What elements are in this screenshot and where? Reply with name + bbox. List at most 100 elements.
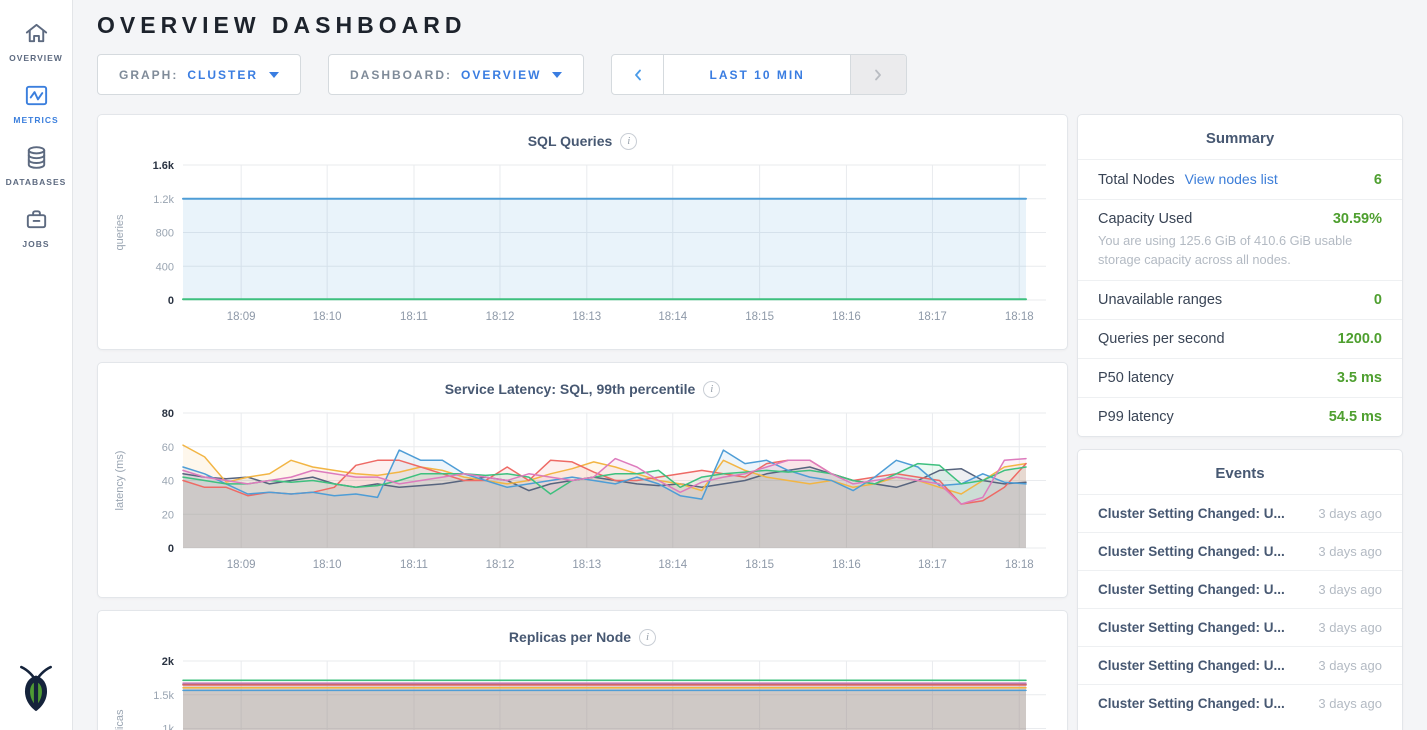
chart-title: Replicas per Node bbox=[508, 629, 632, 645]
page-title: OVERVIEW DASHBOARD bbox=[97, 12, 467, 38]
event-row: Cluster Setting Changed: U... 3 days ago bbox=[1078, 494, 1402, 532]
replicas-per-node-panel: Replicas per Node i 2k1.5k1k500018:0918:… bbox=[97, 610, 1068, 730]
event-text: Cluster Setting Changed: U... bbox=[1098, 658, 1285, 674]
chart-header: Replicas per Node i bbox=[98, 611, 1067, 647]
time-range-next-button[interactable] bbox=[849, 55, 906, 94]
sidebar-item-overview[interactable]: OVERVIEW bbox=[0, 14, 72, 76]
svg-text:18:18: 18:18 bbox=[1004, 311, 1033, 323]
chart-title: SQL Queries bbox=[527, 133, 613, 149]
svg-text:400: 400 bbox=[155, 261, 173, 273]
svg-text:18:12: 18:12 bbox=[485, 559, 514, 571]
svg-text:0: 0 bbox=[167, 295, 173, 307]
databases-icon bbox=[23, 144, 50, 171]
sidebar: OVERVIEW METRICS DATABASES bbox=[0, 0, 73, 730]
svg-text:18:18: 18:18 bbox=[1004, 559, 1033, 571]
svg-text:latency (ms): latency (ms) bbox=[114, 451, 126, 511]
time-range-prev-button[interactable] bbox=[612, 55, 665, 94]
svg-text:18:13: 18:13 bbox=[572, 559, 601, 571]
info-icon[interactable]: i bbox=[703, 380, 721, 398]
graph-dropdown-value: CLUSTER bbox=[187, 67, 259, 82]
event-row: Cluster Setting Changed: U... 3 days ago bbox=[1078, 608, 1402, 646]
sidebar-item-jobs[interactable]: JOBS bbox=[0, 200, 72, 262]
svg-text:18:16: 18:16 bbox=[832, 311, 861, 323]
time-range-selector: LAST 10 MIN bbox=[611, 54, 907, 95]
svg-text:replicas: replicas bbox=[114, 709, 126, 730]
svg-text:18:14: 18:14 bbox=[658, 311, 687, 323]
capacity-used-note: You are using 125.6 GiB of 410.6 GiB usa… bbox=[1098, 233, 1353, 267]
jobs-icon bbox=[23, 206, 50, 233]
p50-latency-value: 3.5 ms bbox=[1336, 370, 1382, 387]
info-icon[interactable]: i bbox=[620, 132, 638, 150]
event-time: 3 days ago bbox=[1318, 544, 1382, 560]
svg-text:18:15: 18:15 bbox=[745, 311, 774, 323]
svg-text:1k: 1k bbox=[162, 724, 174, 730]
svg-text:18:13: 18:13 bbox=[572, 311, 601, 323]
chart-header: Service Latency: SQL, 99th percentile i bbox=[98, 363, 1067, 399]
replicas-per-node-chart[interactable]: 2k1.5k1k500018:0918:1018:1118:1218:1318:… bbox=[108, 651, 1058, 730]
svg-text:18:15: 18:15 bbox=[745, 559, 774, 571]
sidebar-item-label: OVERVIEW bbox=[9, 53, 63, 63]
summary-row-p50: P50 latency 3.5 ms bbox=[1078, 358, 1402, 397]
events-panel: Events Cluster Setting Changed: U... 3 d… bbox=[1077, 449, 1403, 730]
time-range-label[interactable]: LAST 10 MIN bbox=[709, 67, 805, 82]
home-icon bbox=[23, 20, 50, 47]
summary-row-total-nodes: Total Nodes View nodes list 6 bbox=[1078, 159, 1402, 199]
dashboard-dropdown-value: OVERVIEW bbox=[461, 67, 542, 82]
svg-text:0: 0 bbox=[167, 543, 173, 555]
svg-text:18:11: 18:11 bbox=[400, 311, 428, 323]
sidebar-item-label: METRICS bbox=[13, 115, 59, 125]
sidebar-item-databases[interactable]: DATABASES bbox=[0, 138, 72, 200]
event-time: 3 days ago bbox=[1318, 658, 1382, 674]
summary-title: Summary bbox=[1205, 130, 1275, 147]
svg-text:20: 20 bbox=[161, 509, 173, 521]
sidebar-item-metrics[interactable]: METRICS bbox=[0, 76, 72, 138]
chart-title: Service Latency: SQL, 99th percentile bbox=[444, 381, 696, 397]
total-nodes-value: 6 bbox=[1373, 172, 1382, 188]
cockroach-logo-icon[interactable] bbox=[15, 661, 57, 718]
controls-bar: GRAPH: CLUSTER DASHBOARD: OVERVIEW LAST … bbox=[97, 54, 1403, 95]
p99-latency-label: P99 latency bbox=[1098, 409, 1174, 426]
caret-down-icon bbox=[552, 71, 563, 78]
svg-text:18:17: 18:17 bbox=[918, 311, 947, 323]
summary-panel: Summary Total Nodes View nodes list 6 Ca… bbox=[1077, 114, 1403, 438]
svg-text:80: 80 bbox=[161, 408, 173, 420]
svg-text:40: 40 bbox=[161, 476, 173, 488]
svg-text:18:17: 18:17 bbox=[918, 559, 947, 571]
sidebar-nav: OVERVIEW METRICS DATABASES bbox=[0, 0, 72, 262]
event-time: 3 days ago bbox=[1318, 620, 1382, 636]
sql-queries-chart[interactable]: 1.6k 1.2k 800 400 0 18:09 18:10 18:11 18:12 18:13… bbox=[108, 155, 1058, 335]
event-row: Cluster Setting Changed: U... 3 days ago bbox=[1078, 570, 1402, 608]
event-time: 3 days ago bbox=[1318, 696, 1382, 712]
dashboard-dropdown[interactable]: DASHBOARD: OVERVIEW bbox=[328, 54, 585, 95]
event-row: Cluster Setting Changed: U... 3 days ago bbox=[1078, 684, 1402, 722]
content-area: SQL Queries i 1.6k 1.2k 800 400 0 18:09 18:10 1… bbox=[97, 114, 1403, 730]
sidebar-item-label: DATABASES bbox=[5, 177, 67, 187]
event-text: Cluster Setting Changed: U... bbox=[1098, 620, 1285, 636]
service-latency-chart[interactable]: 80 60 40 20 0 18:09 18:10 18:11 18:12 18:13 18:14 1… bbox=[108, 403, 1058, 583]
svg-text:queries: queries bbox=[114, 214, 126, 251]
event-row: Cluster Setting Changed: U... 3 days ago bbox=[1078, 646, 1402, 684]
summary-row-p99: P99 latency 54.5 ms bbox=[1078, 397, 1402, 436]
capacity-used-value: 30.59% bbox=[1332, 211, 1382, 227]
chart-header: SQL Queries i bbox=[98, 115, 1067, 151]
svg-text:18:16: 18:16 bbox=[832, 559, 861, 571]
p50-latency-label: P50 latency bbox=[1098, 370, 1174, 387]
view-nodes-list-link[interactable]: View nodes list bbox=[1184, 171, 1278, 187]
caret-down-icon bbox=[269, 71, 280, 78]
info-icon[interactable]: i bbox=[639, 628, 657, 646]
qps-label: Queries per second bbox=[1098, 331, 1225, 348]
chevron-left-icon bbox=[635, 69, 641, 80]
summary-row-capacity: Capacity Used 30.59% You are using 125.6… bbox=[1078, 199, 1402, 280]
event-time: 3 days ago bbox=[1318, 506, 1382, 522]
charts-column: SQL Queries i 1.6k 1.2k 800 400 0 18:09 18:10 1… bbox=[97, 114, 1068, 730]
svg-text:1.2k: 1.2k bbox=[153, 194, 174, 206]
sql-queries-panel: SQL Queries i 1.6k 1.2k 800 400 0 18:09 18:10 1… bbox=[97, 114, 1068, 350]
events-title: Events bbox=[1215, 465, 1265, 483]
svg-text:18:11: 18:11 bbox=[400, 559, 428, 571]
graph-dropdown[interactable]: GRAPH: CLUSTER bbox=[97, 54, 302, 95]
event-row: Cluster Setting Changed: U... 3 days ago bbox=[1078, 532, 1402, 570]
unavailable-ranges-label: Unavailable ranges bbox=[1098, 292, 1223, 309]
p99-latency-value: 54.5 ms bbox=[1328, 409, 1382, 426]
event-text: Cluster Setting Changed: U... bbox=[1098, 696, 1285, 712]
dashboard-dropdown-label: DASHBOARD: bbox=[350, 67, 453, 82]
